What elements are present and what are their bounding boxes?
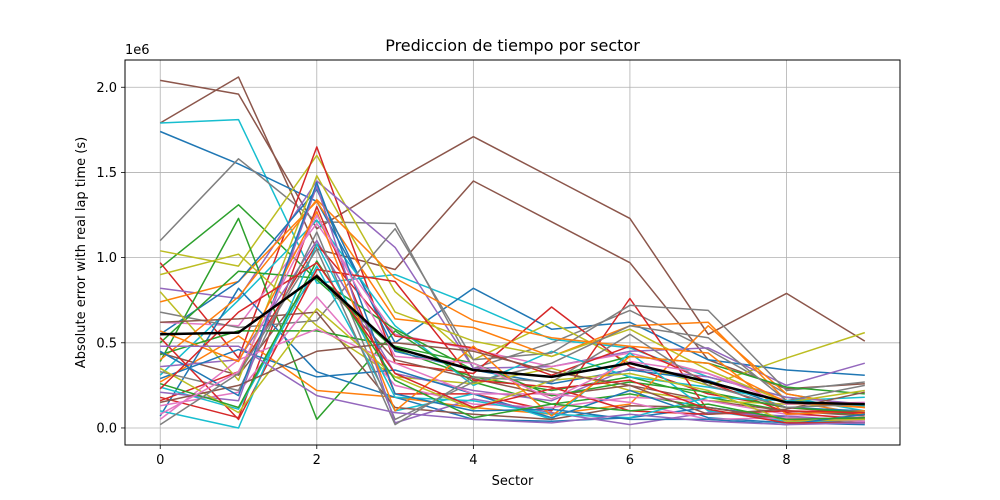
series-line-27 [159, 198, 865, 416]
series-group [159, 76, 866, 429]
x-tick-label: 8 [782, 453, 790, 468]
mean-series-line [160, 275, 865, 406]
y-tick-label: 0.0 [96, 421, 117, 436]
series-line-26 [160, 311, 865, 421]
series-line-12 [159, 219, 865, 402]
series-line-38 [159, 181, 865, 426]
series-line-7 [159, 146, 865, 416]
plot-frame [124, 59, 901, 446]
series-line-39 [159, 260, 865, 421]
series-line-43 [159, 214, 865, 415]
x-axis-label: Sector [492, 474, 534, 489]
y-axis-label: Absolute error with real lap time (s) [74, 137, 89, 368]
series-line-35 [159, 307, 865, 422]
series-line-25 [159, 175, 865, 404]
y-tick-label: 1.5 [96, 166, 117, 181]
y-tick-label: 1.0 [96, 251, 117, 266]
series-line-18 [160, 227, 865, 392]
series-line-41 [159, 261, 865, 424]
series-line-34 [160, 243, 865, 429]
series-line-20 [160, 239, 865, 405]
y-tick-label: 0.5 [96, 336, 117, 351]
series-line-33 [159, 328, 865, 422]
series-line-1 [159, 76, 865, 390]
series-line-9 [160, 200, 865, 416]
y-offset-text: 1e6 [125, 43, 150, 58]
series-line-42 [160, 345, 865, 426]
ticks: 0 2 4 6 8 0.0 0.5 1.0 1.5 2.0 [96, 81, 790, 468]
x-tick-label: 2 [313, 453, 321, 468]
series-line-40 [159, 248, 865, 426]
x-tick-label: 4 [469, 453, 477, 468]
series-line-8 [160, 180, 866, 387]
chart-title: Prediccion de tiempo por sector [385, 36, 640, 55]
series-line-3 [159, 130, 865, 376]
y-tick-label: 2.0 [96, 81, 117, 96]
x-tick-label: 6 [626, 453, 634, 468]
x-tick-label: 0 [156, 453, 164, 468]
